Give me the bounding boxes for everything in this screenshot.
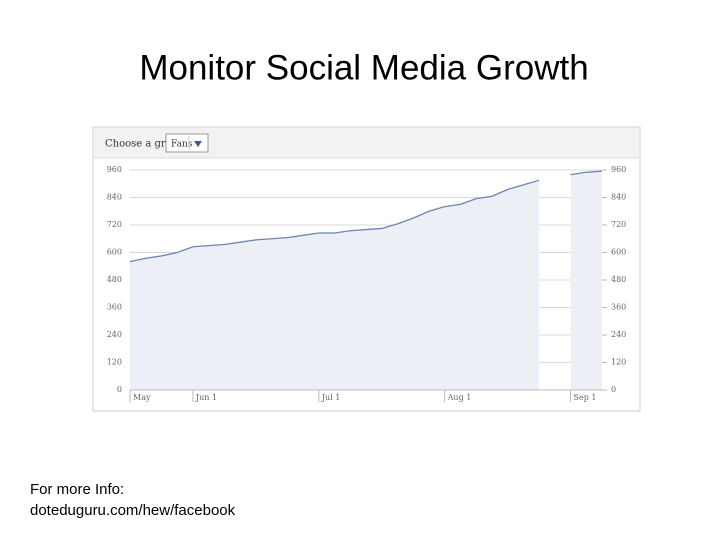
x-tick-label: Jul 1: [321, 393, 341, 402]
y-tick-label: 720: [107, 220, 122, 229]
y-tick-label: 240: [107, 330, 122, 339]
y2-tick-label: 0: [611, 385, 616, 394]
y2-tick-label: 360: [611, 303, 626, 312]
area-fill: [570, 171, 602, 390]
y-tick-label: 600: [107, 248, 122, 257]
y-tick-label: 360: [107, 303, 122, 312]
y2-tick-label: 240: [611, 330, 626, 339]
y-tick-label: 0: [117, 385, 122, 394]
x-tick-label: May: [133, 393, 151, 402]
y2-tick-label: 120: [611, 358, 626, 367]
x-tick-label: Sep 1: [574, 393, 597, 402]
y-tick-label: 120: [107, 358, 122, 367]
y-tick-label: 480: [107, 275, 122, 284]
select-value[interactable]: Fans: [171, 140, 193, 150]
y-tick-label: 840: [107, 193, 122, 202]
y-tick-label: 960: [107, 165, 122, 174]
line: [129, 170, 603, 263]
select-arrow[interactable]: [194, 141, 202, 147]
x-tick-label: Aug 1: [447, 393, 472, 402]
y2-tick-label: 960: [611, 165, 626, 174]
footer-line: doteduguru.com/hew/facebook: [30, 502, 236, 519]
slide-title: Monitor Social Media Growth: [139, 48, 588, 87]
x-tick-label: Jun 1: [195, 393, 217, 402]
y2-tick-label: 840: [611, 193, 626, 202]
footer-line: For more Info:: [30, 481, 124, 498]
graph-select[interactable]: Fans: [165, 133, 209, 153]
area-fill: [130, 180, 540, 390]
y2-tick-label: 600: [611, 248, 626, 257]
y2-tick-label: 480: [611, 275, 626, 284]
select-box[interactable]: [165, 133, 209, 153]
control-label: Choose a graph:: [105, 139, 188, 150]
y2-tick-label: 720: [611, 220, 626, 229]
